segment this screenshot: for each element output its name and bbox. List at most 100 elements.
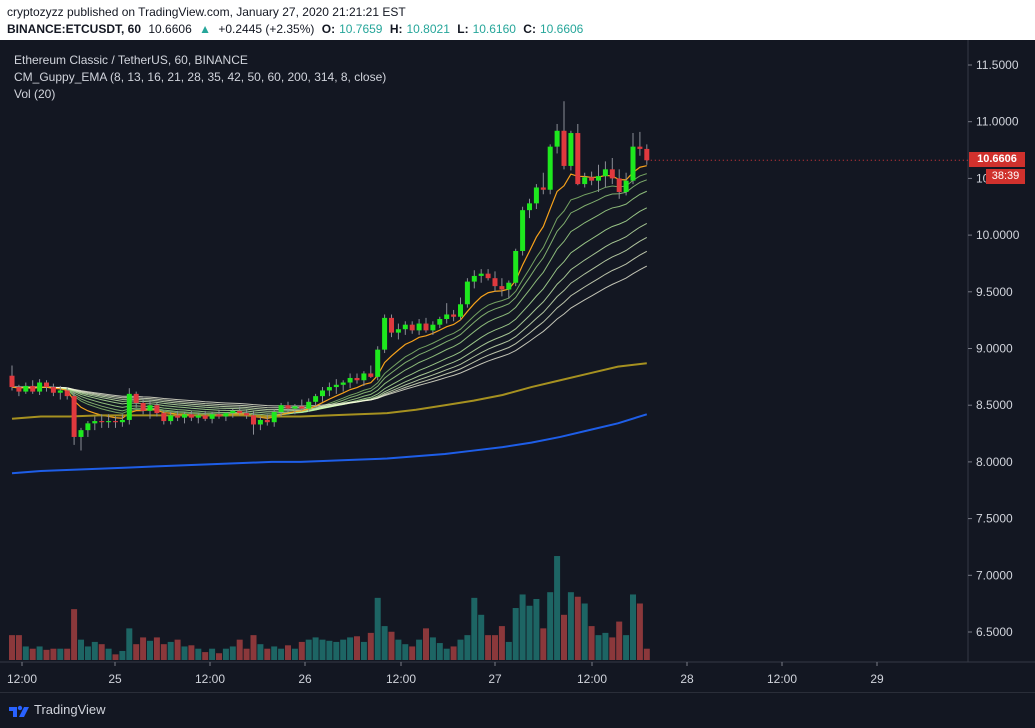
volume-bar: [9, 635, 15, 660]
volume-bar: [312, 637, 319, 660]
volume-bar: [609, 637, 616, 660]
candle-body: [85, 423, 91, 431]
volume-bar: [595, 635, 602, 660]
volume-bar: [250, 635, 257, 660]
candle-body: [237, 410, 243, 414]
candle-body: [320, 390, 325, 397]
candle-body: [506, 282, 512, 290]
volume-bar: [147, 640, 153, 660]
candle-body: [23, 385, 29, 392]
candle-body: [395, 329, 401, 333]
candle-body: [423, 323, 429, 331]
candle-body: [140, 402, 146, 411]
ema-ribbon-line: [11, 222, 648, 412]
candle-body: [554, 130, 560, 147]
volume-bar: [333, 641, 340, 660]
y-tick-label: 11.0000: [976, 115, 1019, 129]
candle-body: [202, 415, 208, 419]
candle-body: [264, 419, 270, 423]
volume-bar: [167, 641, 174, 660]
candle-body: [637, 146, 643, 149]
candle-body: [444, 314, 450, 320]
publish-line: cryptozyzz published on TradingView.com,…: [7, 5, 406, 19]
candle-body: [71, 396, 77, 437]
volume-bar: [271, 646, 278, 660]
y-tick-label: 10.0000: [976, 228, 1020, 242]
symbol-label: BINANCE:ETCUSDT, 60: [7, 22, 142, 36]
volume-bar: [402, 644, 409, 660]
volume-bar: [540, 628, 547, 660]
candle-body: [154, 405, 160, 414]
volume-bar: [64, 648, 71, 660]
y-tick-label: 11.5000: [976, 58, 1019, 72]
candle-body: [527, 203, 532, 211]
legend-title: Ethereum Classic / TetherUS, 60, BINANCE: [14, 53, 248, 67]
candle-body: [223, 413, 229, 417]
candle-body: [126, 393, 132, 420]
candle-body: [57, 390, 63, 393]
candle-body: [44, 382, 49, 388]
candle-body: [326, 387, 332, 391]
candle-body: [340, 382, 346, 385]
candle-body: [499, 286, 505, 290]
volume-bar: [222, 648, 229, 660]
candle-body: [16, 387, 22, 392]
candle-body: [609, 169, 615, 179]
volume-bar: [443, 648, 450, 660]
volume-bar: [140, 637, 147, 660]
y-tick-label: 7.0000: [976, 568, 1013, 582]
volume-bar: [50, 648, 57, 660]
last-price: 10.6606: [148, 22, 192, 36]
ema200-line: [11, 362, 647, 420]
ema-ribbon-line: [11, 265, 648, 407]
volume-bar: [71, 609, 78, 660]
volume-bar: [78, 639, 84, 660]
volume-bar: [285, 645, 291, 660]
open-label: O:: [321, 22, 336, 36]
ema-ribbon-line: [11, 250, 648, 409]
volume-bar: [388, 631, 395, 660]
volume-bar: [257, 644, 264, 660]
candle-body: [78, 430, 84, 437]
footer-brand: TradingView: [34, 702, 106, 717]
candle-body: [533, 187, 539, 204]
legend-indicator: CM_Guppy_EMA (8, 13, 16, 21, 28, 35, 42,…: [14, 70, 387, 84]
candle-body: [147, 405, 153, 411]
volume-bar: [264, 648, 271, 660]
high-label: H:: [389, 22, 403, 36]
x-tick-label: 29: [870, 672, 884, 686]
price-chart[interactable]: 11.500011.000010.500010.00009.50009.0000…: [0, 40, 1035, 692]
candle-body: [540, 187, 546, 190]
volume-bar: [429, 637, 436, 660]
volume-bar: [278, 648, 285, 660]
volume-bar: [202, 652, 209, 660]
volume-bar: [105, 648, 112, 660]
last-price-tag: 10.6606: [969, 152, 1025, 168]
candle-body: [30, 385, 36, 392]
volume-bar: [98, 644, 105, 660]
volume-bar: [57, 648, 64, 660]
chart-area[interactable]: 11.500011.000010.500010.00009.50009.0000…: [0, 40, 1035, 692]
y-tick-label: 8.5000: [976, 398, 1013, 412]
volume-bar: [181, 646, 188, 660]
volume-bar: [209, 648, 216, 660]
volume-bar: [15, 635, 22, 660]
candle-body: [257, 419, 263, 425]
candle-body: [375, 349, 381, 377]
candle-body: [195, 415, 201, 418]
y-tick-label: 9.0000: [976, 342, 1013, 356]
volume-bar: [36, 646, 43, 660]
candle-body: [630, 146, 636, 181]
candle-body: [209, 414, 215, 419]
volume-bar: [464, 635, 471, 660]
volume-bar: [340, 639, 347, 660]
volume-bar: [29, 648, 36, 660]
volume-bar: [291, 648, 298, 660]
y-tick-label: 8.0000: [976, 455, 1013, 469]
volume-bar: [554, 556, 561, 660]
up-arrow-icon: ▲: [199, 22, 211, 36]
volume-bar: [347, 637, 354, 660]
low-value: 10.6160: [472, 22, 516, 36]
volume-bar: [547, 592, 554, 660]
x-tick-label: 26: [298, 672, 312, 686]
